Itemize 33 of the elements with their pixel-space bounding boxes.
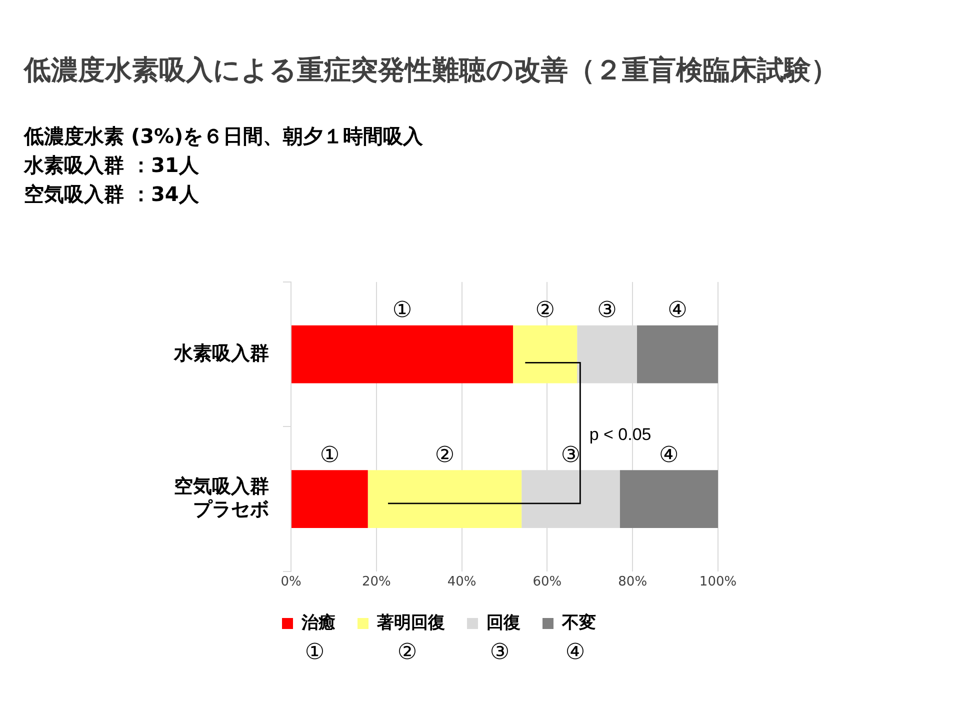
data-label: ④ <box>668 298 688 324</box>
chart-subtitle: 低濃度水素 (3%)を６日間、朝夕１時間吸入 <box>24 124 424 148</box>
x-tick-label: 40% <box>447 574 476 590</box>
x-tick-label: 60% <box>532 574 562 590</box>
data-label: ① <box>392 298 412 324</box>
bar <box>513 325 578 384</box>
bar <box>292 470 368 528</box>
text: 水素吸入群 ：31人 <box>24 153 199 177</box>
x-tick-label: 80% <box>618 574 648 590</box>
legend-label: 回復 <box>486 612 520 633</box>
text: 空気吸入群 ：34人 <box>24 182 199 206</box>
bar <box>636 325 718 384</box>
annotation: p < 0.05 <box>589 424 652 445</box>
text: ③ <box>490 640 510 665</box>
data-label: ③ <box>597 298 617 324</box>
legend-label: 不変 <box>561 612 596 633</box>
x-tick-label: 100% <box>699 574 737 590</box>
data-label: ④ <box>659 442 679 468</box>
data-label: ③ <box>560 442 581 468</box>
y-tick-label: 空気吸入群プラセボ <box>174 476 269 520</box>
y-tick-label: 水素吸入群 <box>173 342 269 364</box>
x-tick-label: 0% <box>280 574 302 590</box>
data-label: ② <box>535 298 555 324</box>
text: ① <box>304 640 325 665</box>
chart-title: 低濃度水素吸入による重症突発性難聴の改善（２重盲検臨床試験） <box>24 54 838 88</box>
x-tick-label: 20% <box>362 574 391 590</box>
legend-label: 著明回復 <box>376 612 445 633</box>
data-label: ① <box>320 442 340 468</box>
legend-label: 治癒 <box>300 612 336 633</box>
text: ② <box>397 640 418 665</box>
bar <box>620 470 718 528</box>
data-label: ② <box>434 442 455 468</box>
text: ④ <box>565 640 586 665</box>
